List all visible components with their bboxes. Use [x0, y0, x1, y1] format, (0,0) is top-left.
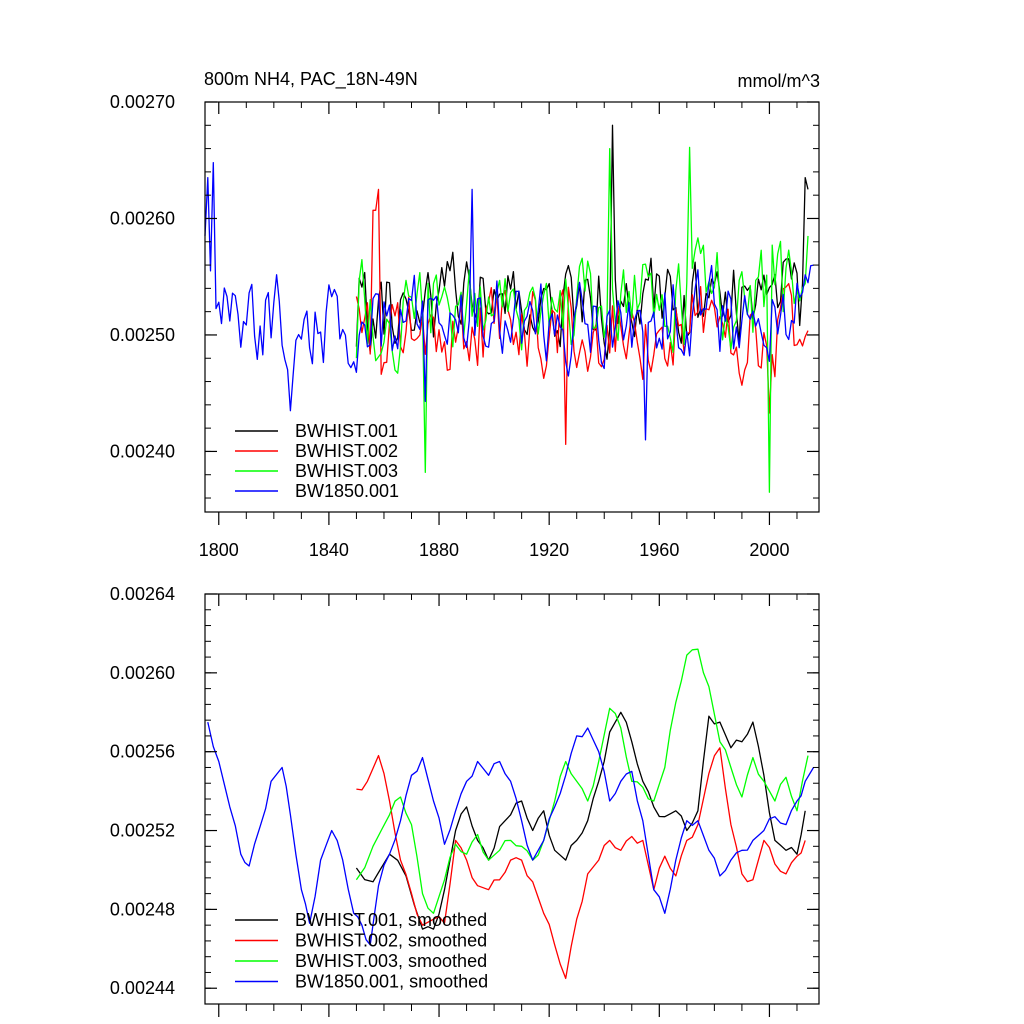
- top-x-tick-label: 1800: [199, 540, 239, 560]
- bottom-y-tick-label: 0.00248: [110, 899, 175, 919]
- top-y-tick-label: 0.00270: [110, 92, 175, 112]
- top-x-axis: 1800 1840 1880 1920 1960 2000: [199, 102, 798, 560]
- bottom-y-tick-label: 0.00252: [110, 821, 175, 841]
- top-plot-frame: [204, 101, 820, 513]
- top-x-tick-label: 1840: [309, 540, 349, 560]
- bottom-y-tick-label: 0.00244: [110, 978, 175, 998]
- bottom-panel: 0.00244 0.00248 0.00252 0.00256 0.00260 0.002…: [110, 584, 820, 1017]
- top-x-tick-label: 1920: [529, 540, 569, 560]
- top-series-bw1850-001: [204, 161, 814, 441]
- top-x-tick-label: 1960: [639, 540, 679, 560]
- top-y-tick-label: 0.00240: [110, 441, 175, 461]
- bottom-y-tick-label: 0.00264: [110, 584, 175, 604]
- top-x-tick-label: 2000: [749, 540, 789, 560]
- top-legend-label-bwhist-002: BWHIST.002: [295, 441, 398, 461]
- top-panel: 800m NH4, PAC_18N-49N mmol/m^3 0.002400.…: [110, 69, 820, 560]
- bottom-series-group: [207, 648, 815, 980]
- bottom-x-axis: [218, 594, 798, 1017]
- top-legend-label-bwhist-003: BWHIST.003: [295, 461, 398, 481]
- bottom-legend-label-bwhist-002-smoothed: BWHIST.002, smoothed: [295, 931, 487, 951]
- bottom-y-axis: 0.00244 0.00248 0.00252 0.00256 0.00260 0.002…: [110, 584, 819, 1005]
- bottom-legend-label-bwhist-001-smoothed: BWHIST.001, smoothed: [295, 910, 487, 930]
- top-x-tick-label: 1880: [419, 540, 459, 560]
- top-y-tick-label: 0.00260: [110, 208, 175, 228]
- bottom-y-tick-label: 0.00256: [110, 742, 175, 762]
- bottom-series-bw1850-001-smoothed: [207, 721, 815, 946]
- units-label: mmol/m^3: [738, 71, 820, 91]
- top-y-tick-label: 0.00250: [110, 325, 175, 345]
- bottom-series-bwhist-003-smoothed: [355, 648, 809, 914]
- bottom-series-bwhist-002-smoothed: [356, 747, 806, 980]
- top-y-axis: 0.00240 0.00250 0.00260 0.00270: [110, 92, 819, 499]
- bottom-series-bwhist-001-smoothed: [355, 711, 806, 930]
- top-legend-label-bwhist-001: BWHIST.001: [295, 421, 398, 441]
- bottom-legend-label-bwhist-003-smoothed: BWHIST.003, smoothed: [295, 951, 487, 971]
- bottom-legend-label-bw1850-001-smoothed: BW1850.001, smoothed: [295, 972, 488, 992]
- top-legend-label-bw1850-001: BW1850.001: [295, 481, 399, 501]
- bottom-y-tick-label: 0.00260: [110, 663, 175, 683]
- top-series-group: [204, 124, 814, 493]
- top-chart-title: 800m NH4, PAC_18N-49N: [204, 69, 418, 90]
- top-series-bwhist-001: [355, 124, 809, 360]
